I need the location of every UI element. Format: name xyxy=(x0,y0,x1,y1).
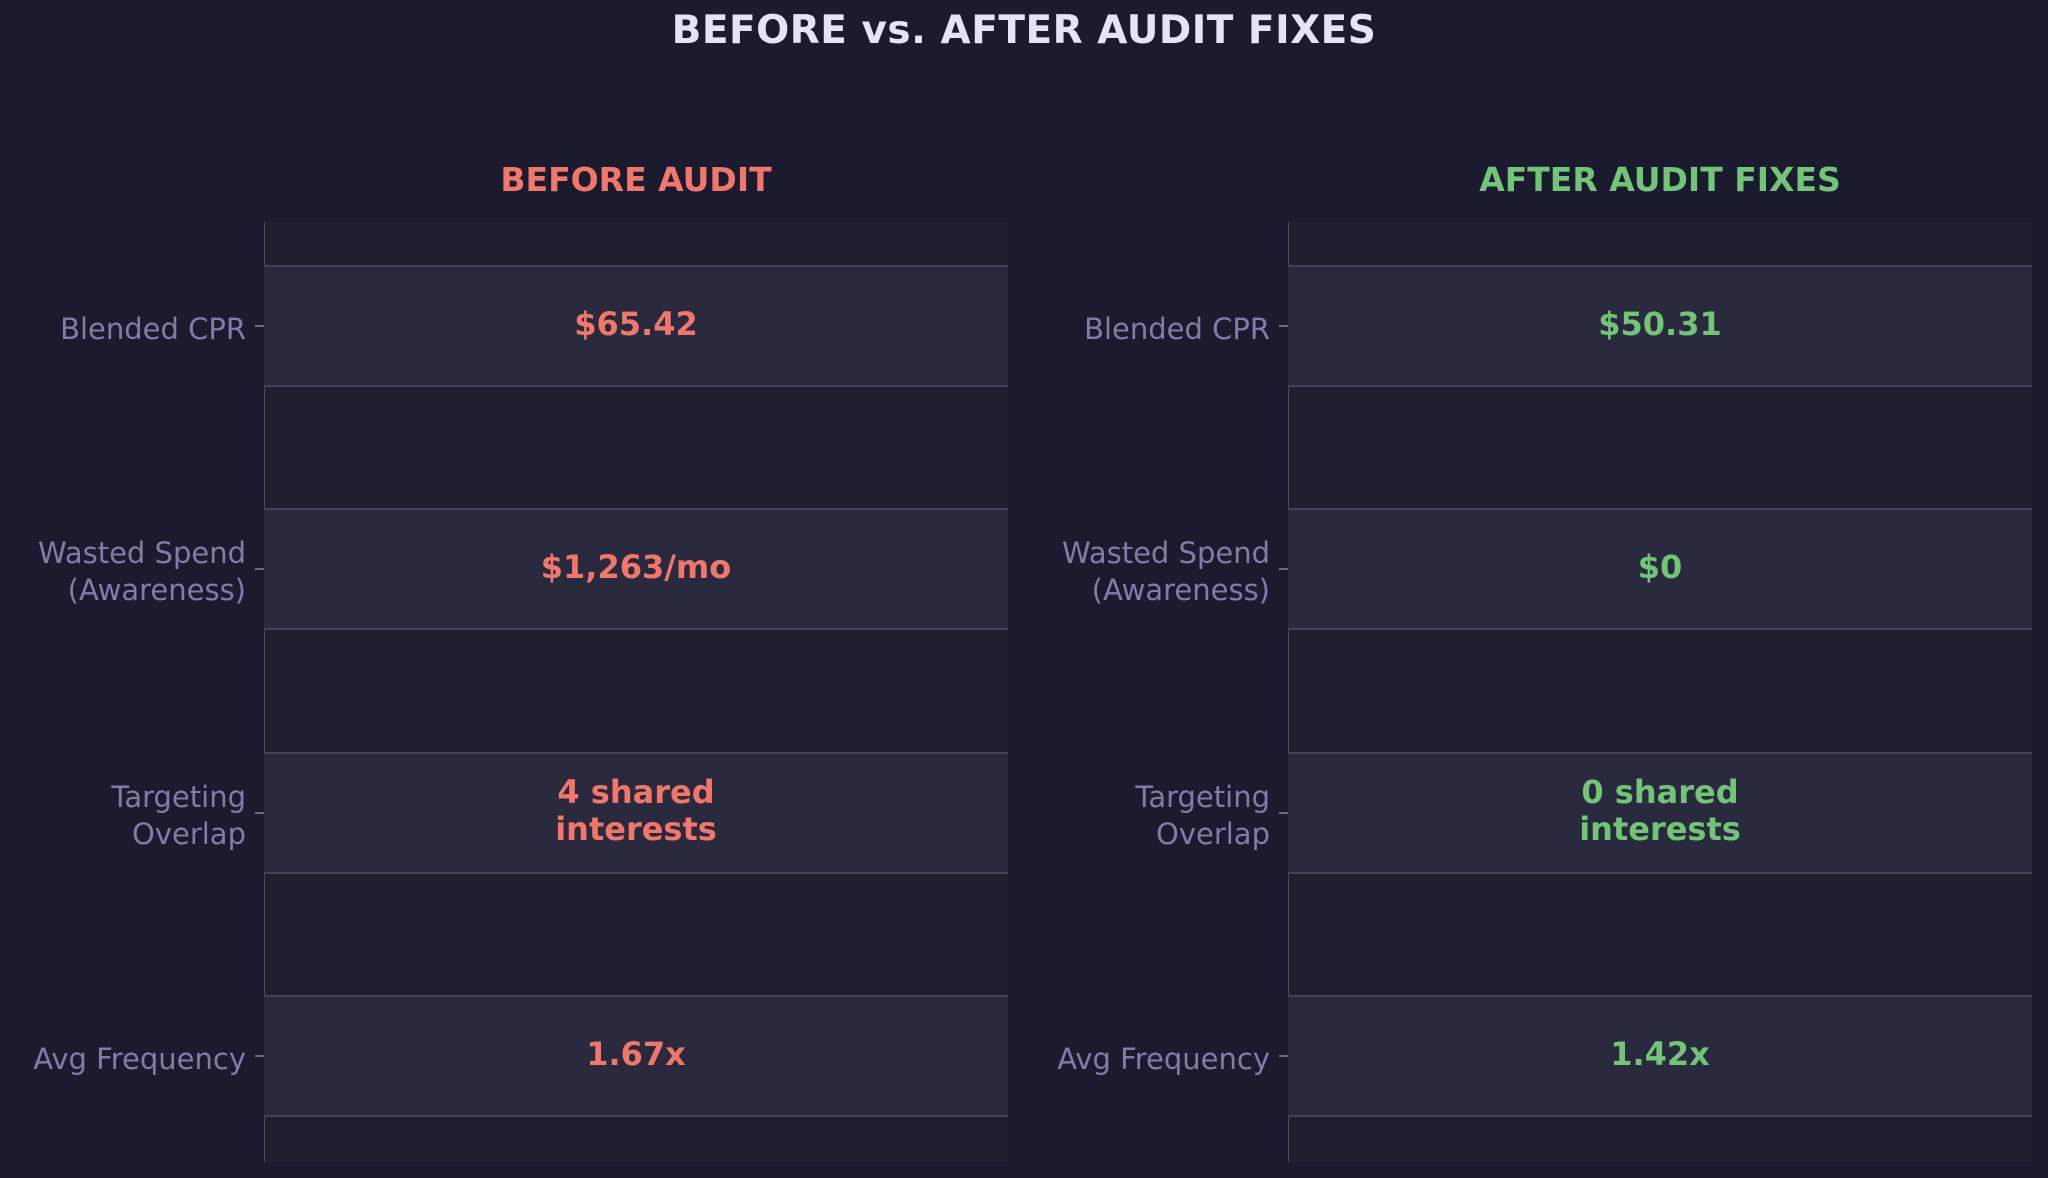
y-tick xyxy=(255,812,264,814)
y-tick-label: Avg Frequency xyxy=(33,1041,246,1076)
y-tick-label: Wasted Spend (Awareness) xyxy=(1062,536,1270,607)
y-tick-label: Targeting Overlap xyxy=(111,780,246,851)
metric-row: $0 xyxy=(1288,508,2032,630)
metric-value: $50.31 xyxy=(1598,304,1722,343)
y-tick-label: Wasted Spend (Awareness) xyxy=(38,536,246,607)
y-tick xyxy=(255,1055,264,1057)
metric-value: $0 xyxy=(1637,547,1683,586)
y-tick xyxy=(1279,1055,1288,1057)
y-tick-label: Targeting Overlap xyxy=(1135,780,1270,851)
y-tick xyxy=(1279,325,1288,327)
y-axis-spine xyxy=(264,222,265,1162)
metric-value: 0 shared interests xyxy=(1579,773,1741,848)
y-tick xyxy=(255,325,264,327)
y-tick-label: Blended CPR xyxy=(1084,311,1270,346)
metric-value: 1.42x xyxy=(1610,1034,1710,1073)
metric-value: 4 shared interests xyxy=(555,773,717,848)
metric-row: $65.42 xyxy=(264,265,1008,387)
metric-row: 0 shared interests xyxy=(1288,752,2032,874)
panel-before: $65.42 $1,263/mo 4 shared interests 1.67x xyxy=(264,222,1008,1162)
metric-row: $1,263/mo xyxy=(264,508,1008,630)
metric-value: $1,263/mo xyxy=(540,547,732,586)
y-tick-label: Avg Frequency xyxy=(1057,1041,1270,1076)
y-axis-spine xyxy=(1288,222,1289,1162)
page-title: BEFORE vs. AFTER AUDIT FIXES xyxy=(671,8,1377,53)
metric-value: 1.67x xyxy=(586,1034,686,1073)
metric-row: 4 shared interests xyxy=(264,752,1008,874)
panel-title-before: BEFORE AUDIT xyxy=(500,160,772,199)
y-tick xyxy=(255,568,264,570)
metric-row: $50.31 xyxy=(1288,265,2032,387)
y-tick xyxy=(1279,812,1288,814)
metric-value: $65.42 xyxy=(574,304,698,343)
y-tick-label: Blended CPR xyxy=(60,311,246,346)
metric-row: 1.42x xyxy=(1288,995,2032,1117)
panel-title-after: AFTER AUDIT FIXES xyxy=(1479,160,1841,199)
y-tick xyxy=(1279,568,1288,570)
panel-after: $50.31 $0 0 shared interests 1.42x xyxy=(1288,222,2032,1162)
metric-row: 1.67x xyxy=(264,995,1008,1117)
